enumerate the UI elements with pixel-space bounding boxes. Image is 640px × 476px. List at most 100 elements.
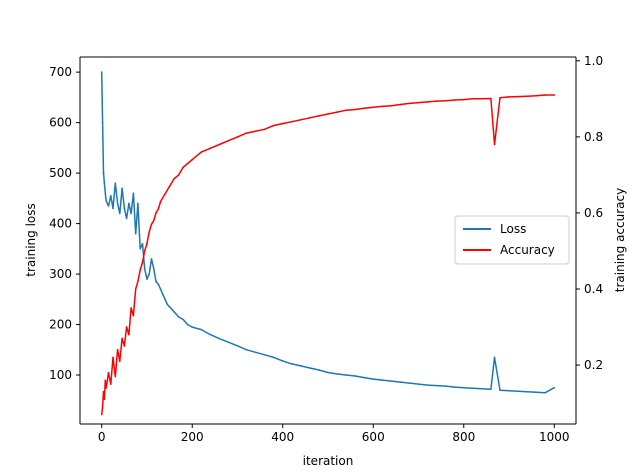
series-line-loss-point [300,365,302,367]
series-line-loss-point [372,378,375,380]
series-line-loss-point [102,172,105,174]
legend: Loss Accuracy [454,215,570,265]
series-line-loss-point [159,288,162,291]
series-line-loss-point [336,373,338,375]
series-line-loss-point [381,379,384,381]
x-tick-label: 1000 [539,430,570,444]
legend-label-loss: Loss [500,222,526,236]
series-line-accuracy-point [263,128,266,131]
series-line-accuracy-point [417,101,420,104]
series-line-loss-point [112,207,114,210]
series-line-loss-point [417,383,420,385]
series-line-accuracy-point [381,105,384,108]
series-line-accuracy-point [103,398,106,401]
series-line-accuracy-point [104,379,107,382]
series-line-accuracy-point [107,371,110,374]
series-line-accuracy-point [130,307,132,309]
series-line-loss-point [104,192,107,195]
series-line-accuracy-point [526,95,528,97]
series-line-accuracy-point [218,143,221,146]
series-line-accuracy-point [345,109,347,111]
series-line-loss-point [157,283,160,286]
y-left-tick-label: 300 [49,267,72,281]
series-line-accuracy-point [123,345,126,347]
series-line-loss-point [318,369,320,371]
series-line-accuracy-point [119,360,121,363]
series-line-loss-point [209,333,212,336]
series-line-loss-point [116,202,119,205]
series-line-loss-point [272,356,275,359]
series-line-accuracy-point [291,120,293,123]
y-left-tick-label: 100 [49,368,72,382]
series-line-loss [100,72,555,394]
series-line-accuracy-point [182,166,184,169]
series-line-accuracy-point [159,200,162,203]
series-line-loss-point [426,384,429,386]
series-line-accuracy-point [148,231,150,233]
y-left-tick-label: 500 [49,166,72,180]
series-line-accuracy-point [254,130,257,132]
series-line-loss-point [119,212,121,215]
series-line-accuracy-point [553,94,556,96]
series-line-accuracy-point [200,151,203,153]
series-line-loss-point [153,268,155,270]
series-line-loss-point [173,311,175,313]
series-line-accuracy-point [110,383,112,385]
series-line-accuracy-point [132,314,135,317]
series-line-loss-point [281,360,284,362]
series-line-accuracy-point [245,132,248,134]
y-right-tick-label: 0.2 [584,358,603,372]
series-line-loss-point [535,391,537,394]
series-line-loss-point [134,232,137,235]
series-line-loss-point [544,391,546,394]
series-line-accuracy-point [318,115,320,117]
series-line-accuracy-point [155,212,157,214]
series-line-loss-point [162,293,164,296]
series-line-loss-point [100,71,103,73]
series-line-accuracy-point [100,413,103,416]
series-line-accuracy-point [508,96,510,98]
series-line-accuracy-point [281,122,284,125]
series-line-accuracy-point [114,375,117,378]
series-line-loss-point [508,389,510,392]
series-line-accuracy-point [164,193,166,195]
series-line-accuracy-point [139,269,141,271]
series-line-loss-point [191,326,193,328]
series-line-accuracy-point [168,185,171,188]
series-line-accuracy-point [481,98,483,100]
series-line-loss-point [121,187,123,190]
series-line-accuracy-point [517,95,519,98]
series-line-accuracy-point [102,390,105,393]
series-line-accuracy-point [399,103,402,106]
series-line-loss-point [354,375,357,377]
series-line-loss-point [139,248,141,250]
series-line-loss-point [399,381,402,383]
series-line-loss-point [143,268,146,270]
y-left-tick-label: 400 [49,217,72,231]
series-line-loss-point [453,386,456,388]
series-line-loss-point [148,273,150,275]
series-line-loss-point [526,390,528,393]
series-line-accuracy-point [101,406,104,408]
series-line-loss-point [435,384,438,387]
series-line-accuracy-point [112,356,114,359]
y-right-tick-label: 0.4 [584,282,603,296]
x-tick-label: 400 [271,430,294,444]
y-axis-label-left: training loss [24,203,38,276]
series-line-accuracy-point [173,177,175,180]
y-right-tick-label: 0.8 [584,130,603,144]
series-line-accuracy-point [227,139,230,142]
series-line-accuracy-point [137,280,139,283]
legend-label-accuracy: Accuracy [500,243,555,257]
series-line-accuracy-point [300,119,302,121]
series-line-accuracy-point [327,113,329,115]
series-line-loss-point [103,182,106,184]
series-line-loss-point [463,386,465,389]
series-line-loss-point [490,388,492,391]
series-line-accuracy-point [490,97,492,100]
series-line-loss-point [390,380,393,382]
series-line-accuracy-point [153,219,155,222]
y-left-tick-label: 200 [49,318,72,332]
series-line-accuracy-point [236,136,239,138]
